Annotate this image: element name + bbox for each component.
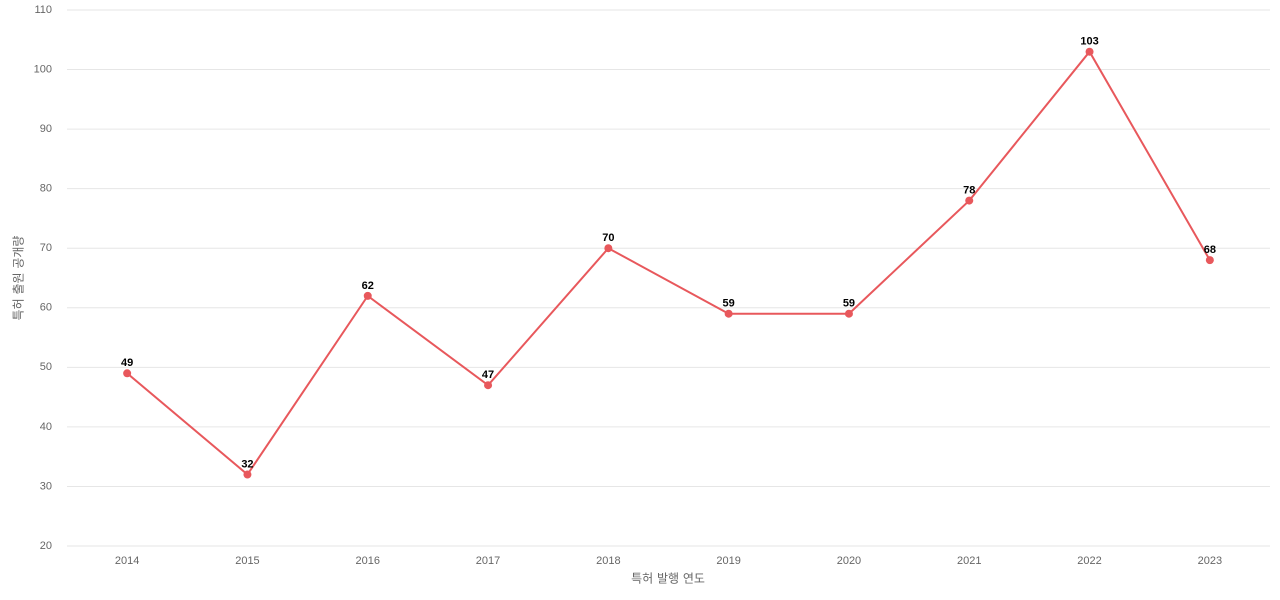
point: [724, 309, 733, 318]
data-label: 59: [723, 298, 735, 310]
x-tick-label: 2023: [1198, 555, 1222, 567]
x-tick-label: 2019: [716, 555, 740, 567]
x-tick-label: 2014: [115, 555, 139, 567]
y-tick-label: 20: [40, 540, 52, 552]
y-tick-label: 40: [40, 421, 52, 433]
point: [1085, 47, 1094, 56]
x-tick-label: 2018: [596, 555, 620, 567]
data-label: 32: [241, 458, 253, 470]
data-label: 59: [843, 298, 855, 310]
data-label: 62: [362, 280, 374, 292]
y-tick-label: 100: [34, 63, 52, 75]
x-tick-label: 2020: [837, 555, 861, 567]
x-tick-label: 2021: [957, 555, 981, 567]
y-tick-label: 70: [40, 242, 52, 254]
point: [363, 291, 372, 300]
x-tick-label: 2022: [1077, 555, 1101, 567]
point: [123, 369, 132, 378]
y-axis-title: 특허 출원 공개량: [12, 236, 26, 321]
data-label: 68: [1204, 244, 1216, 256]
y-tick-label: 110: [34, 4, 52, 16]
point: [965, 196, 974, 205]
point: [1205, 256, 1214, 265]
y-tick-label: 60: [40, 302, 52, 314]
data-label: 70: [602, 232, 614, 244]
y-tick-label: 50: [40, 361, 52, 373]
data-label: 47: [482, 369, 494, 381]
point: [484, 381, 493, 390]
x-tick-label: 2017: [476, 555, 500, 567]
x-tick-label: 2015: [235, 555, 259, 567]
point: [844, 309, 853, 318]
line: [126, 49, 1211, 477]
data-label: 78: [963, 184, 975, 196]
x-tick-label: 2016: [356, 555, 380, 567]
y-tick-label: 80: [40, 183, 52, 195]
x-axis-title: 특허 발행 연도: [631, 571, 705, 586]
y-tick-label: 90: [40, 123, 52, 135]
data-label: 103: [1080, 36, 1098, 48]
y-tick-label: 30: [40, 480, 52, 492]
point: [243, 470, 252, 479]
point: [604, 244, 613, 253]
data-label: 49: [121, 357, 133, 369]
